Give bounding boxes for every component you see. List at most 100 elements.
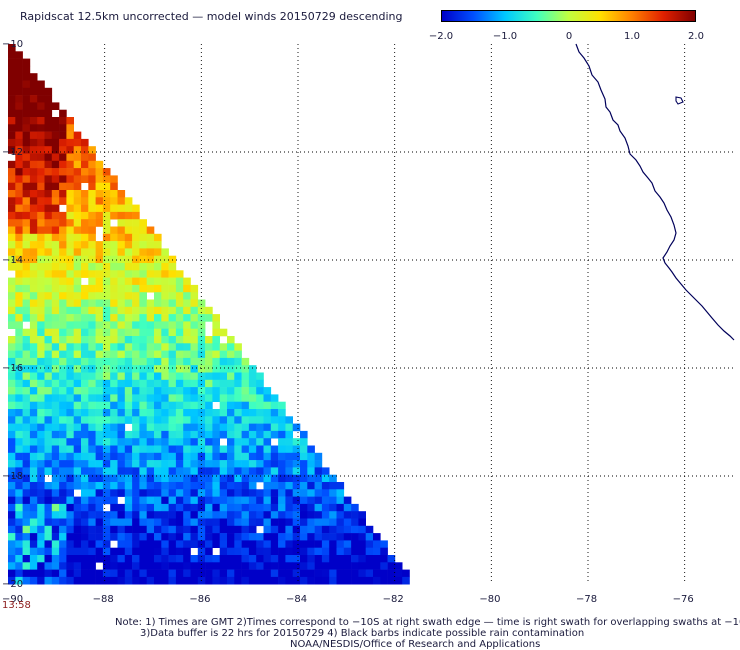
wind-cell — [81, 241, 89, 249]
wind-cell — [263, 394, 272, 402]
wind-cell — [44, 263, 53, 271]
wind-cell — [314, 482, 323, 490]
wind-cell — [227, 460, 235, 468]
wind-cell — [81, 299, 89, 308]
wind-cell — [44, 219, 53, 227]
wind-cell — [168, 416, 177, 424]
wind-cell — [44, 233, 53, 242]
wind-cell — [183, 423, 191, 432]
wind-cell — [161, 277, 169, 286]
wind-cell — [278, 416, 286, 424]
wind-cell — [241, 474, 250, 483]
wind-cell — [73, 525, 82, 534]
wind-cell — [51, 365, 60, 373]
wind-cell — [73, 241, 82, 249]
wind-cell — [139, 409, 147, 417]
longitude-label: −88 — [93, 594, 114, 605]
wind-cell — [146, 343, 155, 351]
wind-cell — [256, 555, 264, 563]
wind-cell — [168, 357, 177, 366]
wind-cell — [227, 416, 235, 424]
wind-cell — [168, 438, 177, 446]
wind-cell — [183, 547, 191, 556]
wind-cell — [139, 270, 147, 278]
wind-cell — [161, 314, 169, 322]
wind-cell — [139, 511, 147, 519]
wind-cell — [154, 467, 162, 475]
wind-cell — [59, 321, 67, 329]
wind-cell — [8, 197, 16, 205]
wind-cell — [51, 372, 60, 381]
wind-cell — [248, 576, 257, 585]
wind-cell — [8, 394, 16, 402]
wind-cell — [44, 423, 53, 432]
wind-cell — [15, 292, 23, 300]
wind-cell — [365, 555, 374, 563]
wind-cell — [29, 175, 38, 183]
wind-cell — [44, 299, 53, 308]
wind-cell — [81, 562, 89, 570]
wind-cell — [197, 306, 206, 315]
wind-cell — [102, 452, 111, 461]
wind-cell — [117, 401, 126, 410]
wind-cell — [241, 540, 250, 548]
wind-cell — [29, 328, 38, 337]
wind-cell — [29, 160, 38, 169]
wind-cell — [44, 102, 53, 110]
wind-cell — [81, 197, 89, 205]
wind-cell — [278, 518, 286, 527]
wind-cell — [205, 569, 213, 578]
wind-cell — [358, 540, 366, 548]
wind-cell — [227, 503, 235, 512]
wind-cell — [219, 401, 228, 410]
wind-cell — [15, 211, 23, 220]
wind-cell — [132, 467, 140, 475]
wind-cell — [175, 328, 184, 337]
wind-cell — [292, 533, 301, 541]
wind-cell — [15, 496, 23, 505]
wind-cell — [15, 343, 23, 351]
wind-cell — [51, 518, 60, 527]
wind-cell — [66, 124, 74, 132]
wind-cell — [37, 460, 45, 468]
wind-cell — [205, 452, 213, 461]
wind-cell — [44, 379, 53, 388]
wind-cell — [314, 576, 323, 585]
wind-cell — [161, 518, 169, 527]
wind-cell — [307, 540, 315, 548]
wind-cell — [190, 372, 199, 381]
wind-cell — [219, 576, 228, 585]
wind-cell — [132, 416, 140, 424]
wind-cell — [81, 263, 89, 271]
wind-cell — [29, 401, 38, 410]
wind-cell — [234, 365, 242, 373]
wind-cell — [154, 547, 162, 556]
wind-cell — [336, 511, 345, 519]
wind-cell — [81, 474, 89, 483]
wind-cell — [110, 379, 118, 388]
wind-cell — [175, 401, 184, 410]
wind-cell — [29, 372, 38, 381]
wind-cell — [95, 219, 104, 227]
wind-cell — [37, 284, 45, 293]
wind-cell — [117, 211, 126, 220]
wind-cell — [146, 357, 155, 366]
wind-cell — [51, 233, 60, 242]
wind-cell — [161, 343, 169, 351]
wind-cell — [124, 533, 133, 541]
wind-cell — [336, 569, 345, 578]
wind-cell — [219, 409, 228, 417]
wind-cell — [234, 445, 242, 454]
wind-cell — [365, 569, 374, 578]
latitude-label: −20 — [2, 579, 23, 590]
wind-cell — [66, 387, 74, 395]
wind-cell — [44, 131, 53, 140]
wind-cell — [292, 489, 301, 497]
wind-cell — [22, 533, 31, 541]
wind-cell — [161, 445, 169, 454]
wind-cell — [110, 263, 118, 271]
wind-cell — [139, 569, 147, 578]
wind-cell — [73, 284, 82, 293]
wind-cell — [22, 438, 31, 446]
wind-cell — [300, 474, 308, 483]
